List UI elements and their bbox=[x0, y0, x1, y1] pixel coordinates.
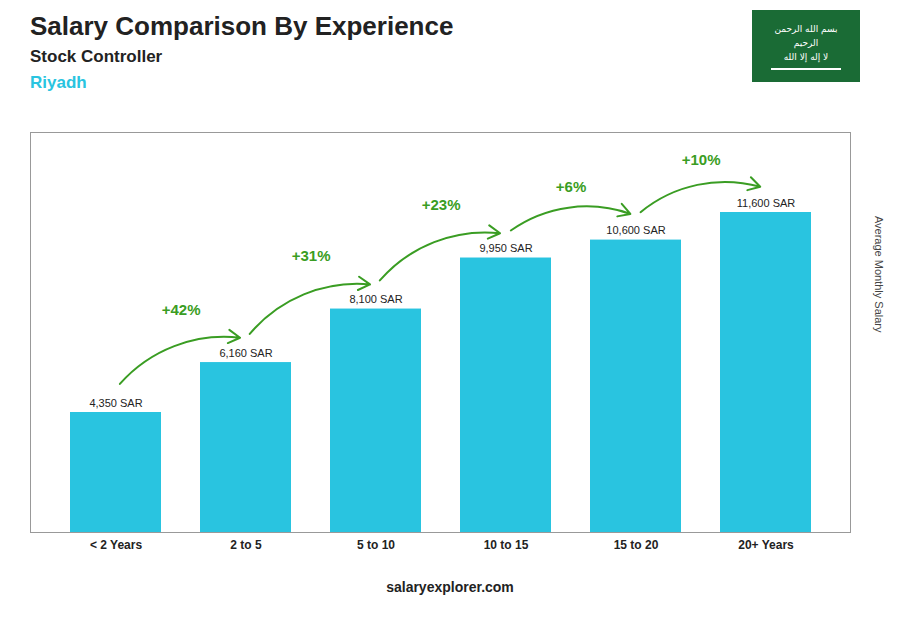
svg-text:15 to 20: 15 to 20 bbox=[614, 538, 659, 552]
svg-text:< 2 Years: < 2 Years bbox=[90, 538, 142, 552]
svg-text:+6%: +6% bbox=[556, 178, 586, 195]
svg-text:+10%: +10% bbox=[682, 151, 721, 168]
svg-text:2 to 5: 2 to 5 bbox=[230, 538, 262, 552]
svg-text:10,600 SAR: 10,600 SAR bbox=[606, 224, 665, 236]
html-text:لا إله إلا الله: لا إله إلا الله bbox=[783, 52, 829, 62]
svg-text:4,350 SAR: 4,350 SAR bbox=[89, 397, 142, 409]
svg-text:9,950 SAR: 9,950 SAR bbox=[479, 242, 532, 254]
svg-text:Average Monthly Salary: Average Monthly Salary bbox=[873, 216, 885, 333]
svg-text:5 to 10: 5 to 10 bbox=[357, 538, 395, 552]
html-text:بسم الله الرحمن: بسم الله الرحمن bbox=[774, 24, 838, 34]
svg-text:+31%: +31% bbox=[292, 247, 331, 264]
svg-text:6,160 SAR: 6,160 SAR bbox=[219, 347, 272, 359]
html-text:Salary Comparison By Experienc: Salary Comparison By Experience bbox=[30, 11, 454, 41]
svg-text:+42%: +42% bbox=[162, 301, 201, 318]
svg-text:+23%: +23% bbox=[422, 196, 461, 213]
html-text:Riyadh: Riyadh bbox=[30, 73, 87, 92]
html-text:salaryexplorer.com: salaryexplorer.com bbox=[386, 579, 514, 595]
svg-text:20+ Years: 20+ Years bbox=[738, 538, 794, 552]
svg-text:10 to 15: 10 to 15 bbox=[484, 538, 529, 552]
svg-text:8,100 SAR: 8,100 SAR bbox=[349, 293, 402, 305]
html-text:الرحيم: الرحيم bbox=[793, 38, 819, 48]
html-text:Stock Controller: Stock Controller bbox=[30, 47, 163, 66]
svg-text:11,600 SAR: 11,600 SAR bbox=[737, 197, 796, 209]
